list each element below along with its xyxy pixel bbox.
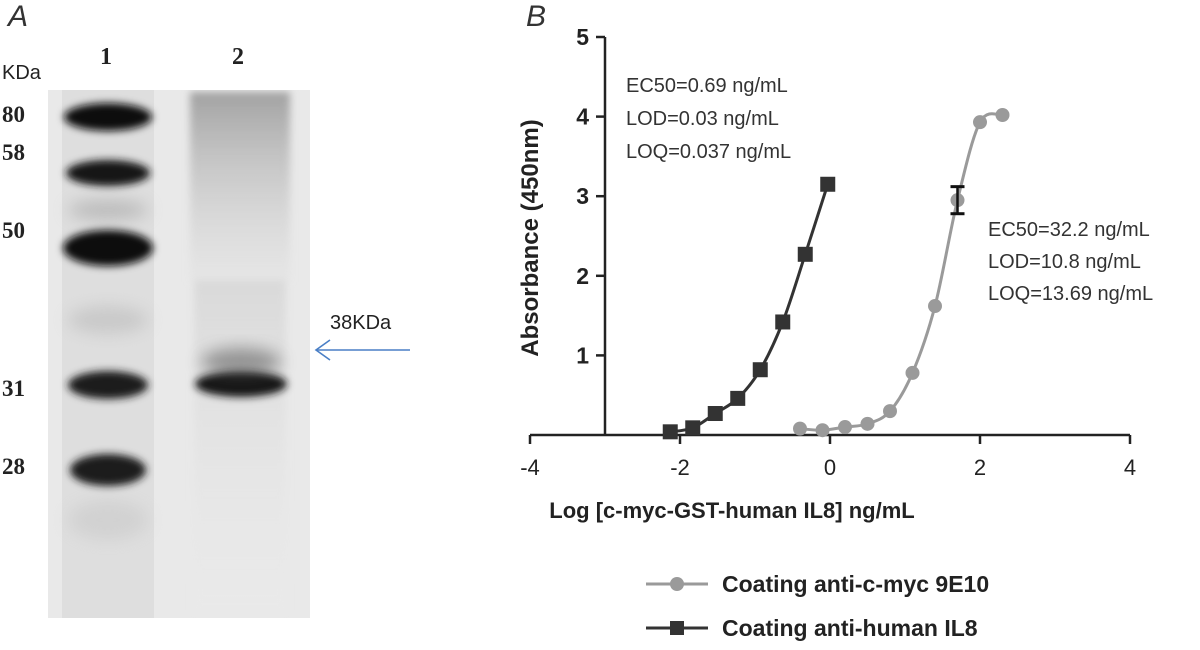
annotation-left-loq: LOQ=0.037 ng/mL — [626, 141, 791, 163]
kda-unit-label: KDa — [2, 62, 41, 84]
legend-label-9e10: Coating anti-c-myc 9E10 — [722, 570, 990, 597]
x-tick-label: 0 — [824, 455, 836, 480]
legend-square-marker-icon — [646, 621, 708, 635]
y-tick-label: 4 — [576, 104, 589, 130]
lane-1-label: 1 — [100, 44, 112, 70]
data-point-circle — [905, 365, 920, 380]
annotation-right-lod: LOD=10.8 ng/mL — [988, 251, 1141, 273]
legend-item-9e10: Coating anti-c-myc 9E10 — [646, 562, 989, 606]
marker-80-label: 80 — [2, 102, 25, 127]
chart-legend: Coating anti-c-myc 9E10 Coating anti-hum… — [646, 562, 989, 650]
data-point-circle — [838, 420, 852, 435]
data-point-square — [752, 362, 768, 378]
marker-31-label: 31 — [2, 376, 25, 401]
data-point-circle — [793, 421, 807, 436]
annotation-right-ec50: EC50=32.2 ng/mL — [988, 219, 1150, 241]
data-point-square — [662, 424, 678, 440]
x-tick-label: 4 — [1124, 455, 1136, 480]
series-line-1 — [669, 183, 830, 434]
marker-28-label: 28 — [2, 454, 25, 479]
legend-item-il8: Coating anti-human IL8 — [646, 606, 989, 650]
data-point-circle — [995, 108, 1010, 123]
marker-50-label: 50 — [2, 218, 25, 243]
y-tick-label: 2 — [576, 263, 589, 289]
data-point-square — [685, 420, 701, 436]
annotation-left-ec50: EC50=0.69 ng/mL — [626, 75, 788, 97]
target-band-label: 38KDa — [330, 312, 392, 334]
data-point-circle — [973, 115, 987, 130]
y-axis-label: Absorbance (450nm) — [517, 119, 544, 356]
dose-response-chart: -4 -2 0 2 4 1 2 3 4 5 Absorbance (450nm) Log [c-m… — [517, 24, 1153, 523]
y-tick-label: 5 — [576, 24, 589, 50]
gel-image — [48, 90, 310, 618]
x-tick-label: 2 — [974, 455, 986, 480]
series-line-0 — [799, 112, 1003, 432]
x-tick-label: -2 — [670, 455, 690, 480]
x-tick-label: -4 — [520, 455, 540, 480]
chart-axes: -4 -2 0 2 4 1 2 3 4 5 — [520, 24, 1136, 480]
data-point-circle — [860, 416, 875, 431]
data-point-square — [730, 390, 746, 406]
chart-marks — [662, 108, 1010, 440]
legend-label-il8: Coating anti-human IL8 — [722, 614, 978, 641]
marker-58-label: 58 — [2, 140, 25, 165]
lane-2-label: 2 — [232, 44, 244, 70]
annotation-right-loq: LOQ=13.69 ng/mL — [988, 283, 1153, 305]
data-point-circle — [815, 423, 830, 438]
y-tick-label: 3 — [576, 183, 589, 209]
x-axis-label: Log [c-myc-GST-human IL8] ng/mL — [549, 498, 914, 523]
panel-b-letter: B — [526, 0, 547, 33]
data-point-square — [775, 314, 791, 330]
panel-a-letter: A — [8, 0, 29, 33]
annotation-left-lod: LOD=0.03 ng/mL — [626, 108, 779, 130]
y-tick-label: 1 — [576, 342, 589, 368]
error-bar — [950, 185, 965, 216]
data-point-square — [707, 406, 723, 422]
data-point-circle — [928, 299, 942, 314]
data-point-square — [820, 176, 836, 192]
data-point-square — [797, 246, 813, 262]
target-band-arrow-icon — [314, 339, 410, 361]
legend-circle-marker-icon — [646, 577, 708, 591]
data-point-circle — [883, 404, 897, 419]
